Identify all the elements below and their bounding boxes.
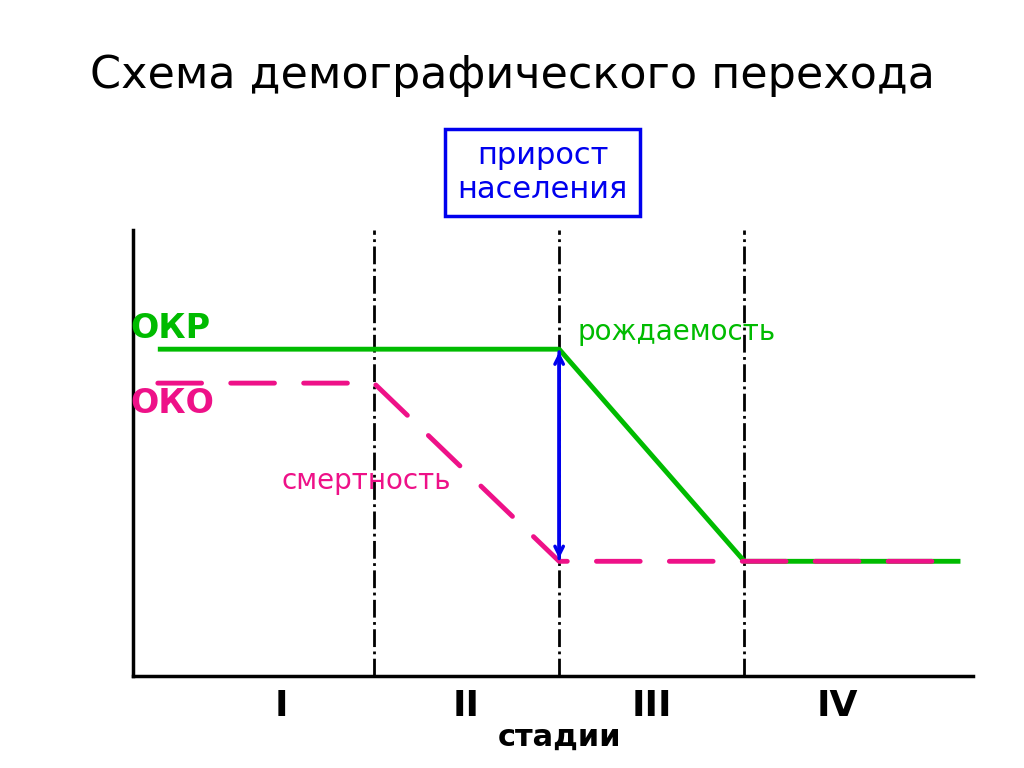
Text: стадии: стадии	[498, 723, 621, 752]
Text: ОКР: ОКР	[131, 312, 211, 345]
Text: Схема демографического перехода: Схема демографического перехода	[89, 54, 935, 97]
Text: I: I	[274, 689, 288, 723]
Text: II: II	[453, 689, 480, 723]
Text: смертность: смертность	[282, 467, 451, 495]
Text: рождаемость: рождаемость	[578, 318, 776, 346]
Text: ОКО: ОКО	[131, 387, 214, 420]
Text: III: III	[632, 689, 672, 723]
Text: прирост
населения: прирост населения	[458, 141, 628, 204]
Text: IV: IV	[816, 689, 858, 723]
